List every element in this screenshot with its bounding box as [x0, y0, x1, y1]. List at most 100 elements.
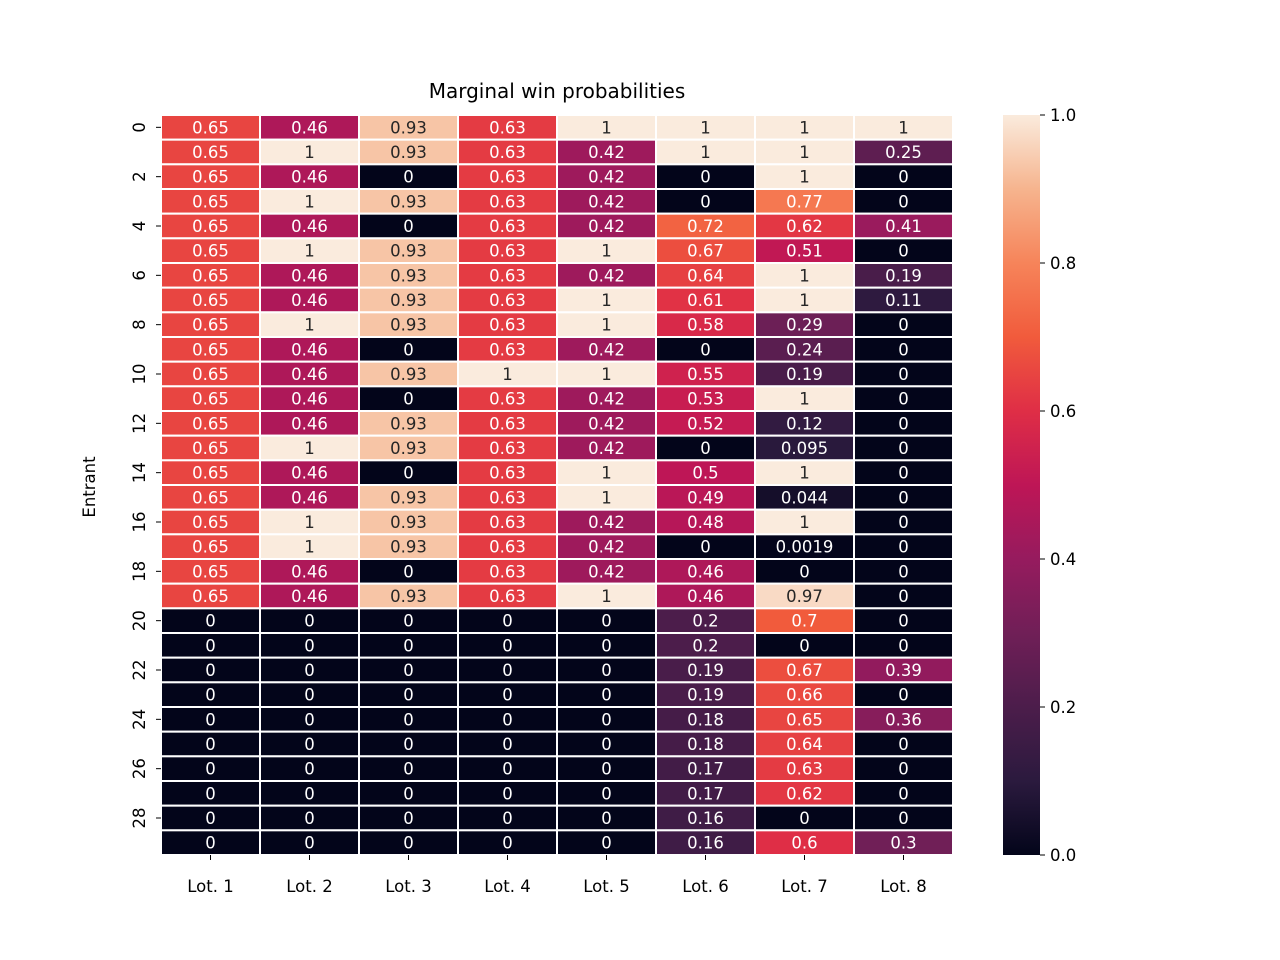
cell-value-label: 0.51	[786, 242, 823, 261]
cell-value-label: 0.46	[291, 562, 328, 581]
heatmap-cell	[457, 755, 558, 782]
cell-value-label: 0	[898, 513, 909, 532]
cell-value-label: 1	[601, 464, 612, 483]
cell-value-label: 0	[700, 192, 711, 211]
cell-value-label: 0	[304, 784, 315, 803]
cell-value-label: 0.72	[687, 217, 724, 236]
cell-value-label: 0.6	[791, 834, 817, 853]
cell-value-label: 0	[205, 834, 216, 853]
heatmap-cell	[259, 484, 360, 511]
cell-value-label: 0.93	[390, 538, 427, 557]
heatmap-cell	[556, 237, 657, 264]
cell-value-label: 0.65	[192, 316, 229, 335]
cell-value-label: 0	[898, 168, 909, 187]
cell-value-label: 0.65	[192, 192, 229, 211]
y-tick-label: 14	[130, 462, 149, 483]
y-tick-label: 22	[130, 660, 149, 681]
cell-value-label: 0	[205, 809, 216, 828]
heatmap-cell	[853, 262, 954, 289]
heatmap-cell	[853, 163, 954, 190]
x-tick-label: Lot. 7	[781, 877, 827, 896]
cell-value-label: 0.42	[588, 168, 625, 187]
cell-value-label: 0	[304, 760, 315, 779]
cell-value-label: 0.46	[291, 414, 328, 433]
cell-value-label: 0.63	[489, 513, 526, 532]
cell-value-label: 0.65	[192, 217, 229, 236]
y-tick-label: 4	[130, 221, 149, 232]
heatmap-cell	[655, 484, 756, 511]
cell-value-label: 0	[205, 784, 216, 803]
cell-value-label: 0	[205, 686, 216, 705]
cell-value-label: 0	[898, 735, 909, 754]
cell-value-label: 0	[403, 217, 414, 236]
cell-value-label: 0.7	[791, 612, 817, 631]
y-tick-label: 10	[130, 364, 149, 385]
cell-value-label: 1	[304, 513, 315, 532]
cell-value-label: 0	[403, 168, 414, 187]
cell-value-label: 0	[403, 686, 414, 705]
cell-value-label: 0.67	[786, 661, 823, 680]
cell-value-label: 0.93	[390, 439, 427, 458]
cell-value-label: 0	[205, 760, 216, 779]
heatmap-cell	[358, 558, 459, 585]
cell-value-label: 0.044	[781, 488, 828, 507]
cell-value-label: 0	[304, 636, 315, 655]
cell-value-label: 0	[403, 809, 414, 828]
cell-value-label: 0.46	[291, 217, 328, 236]
y-tick-label: 18	[130, 561, 149, 582]
cell-value-label: 0.42	[588, 538, 625, 557]
cell-value-label: 1	[601, 118, 612, 137]
cell-value-label: 0.64	[786, 735, 823, 754]
cell-value-label: 1	[799, 143, 810, 162]
heatmap-cell	[358, 410, 459, 437]
heatmap-cell	[358, 681, 459, 708]
cell-value-label: 0	[403, 340, 414, 359]
cell-value-label: 0	[304, 809, 315, 828]
cell-value-label: 0.63	[786, 760, 823, 779]
cell-value-label: 0.63	[489, 390, 526, 409]
heatmap-cell	[160, 607, 261, 634]
heatmap-cell	[457, 459, 558, 487]
cell-value-label: 0	[601, 809, 612, 828]
heatmap-cell	[457, 681, 558, 708]
colorbar-tick-label: 0.0	[1050, 846, 1076, 865]
cell-value-label: 0.48	[687, 513, 724, 532]
cell-value-label: 0.65	[192, 118, 229, 137]
cell-value-label: 0.93	[390, 143, 427, 162]
cell-value-label: 0	[700, 538, 711, 557]
cell-value-label: 0.65	[192, 168, 229, 187]
cell-value-label: 0	[898, 464, 909, 483]
cell-value-label: 0.63	[489, 168, 526, 187]
cell-value-label: 0.65	[192, 365, 229, 384]
cell-value-label: 0	[898, 414, 909, 433]
cell-value-label: 0	[601, 834, 612, 853]
heatmap-cell	[853, 311, 954, 339]
cell-value-label: 0.65	[192, 340, 229, 359]
heatmap-cell	[457, 434, 558, 462]
cell-value-label: 0	[304, 612, 315, 631]
heatmap-cell	[358, 829, 459, 856]
cell-value-label: 0.42	[588, 192, 625, 211]
cell-value-label: 0.46	[687, 587, 724, 606]
cell-value-label: 0	[304, 686, 315, 705]
heatmap-cell	[358, 804, 459, 832]
cell-value-label: 0.46	[291, 118, 328, 137]
cell-value-label: 0.63	[489, 291, 526, 310]
cell-value-label: 0.67	[687, 242, 724, 261]
heatmap-cell	[655, 533, 756, 560]
cell-value-label: 1	[601, 365, 612, 384]
cell-value-label: 0.12	[786, 414, 823, 433]
cell-value-label: 0.63	[489, 562, 526, 581]
y-tick-label: 0	[130, 122, 149, 133]
heatmap-cell	[556, 188, 657, 215]
cell-value-label: 0.65	[192, 242, 229, 261]
y-tick-label: 12	[130, 413, 149, 434]
heatmap-cell	[160, 804, 261, 832]
cell-value-label: 0	[502, 760, 513, 779]
cell-value-label: 0.93	[390, 192, 427, 211]
cell-value-label: 0.93	[390, 266, 427, 285]
x-axis: Lot. 1 Lot. 2 Lot. 3 Lot. 4 Lot. 5 Lot. 6 Lot.…	[187, 855, 927, 896]
y-tick-label: 6	[130, 270, 149, 281]
cell-value-label: 0.63	[489, 340, 526, 359]
